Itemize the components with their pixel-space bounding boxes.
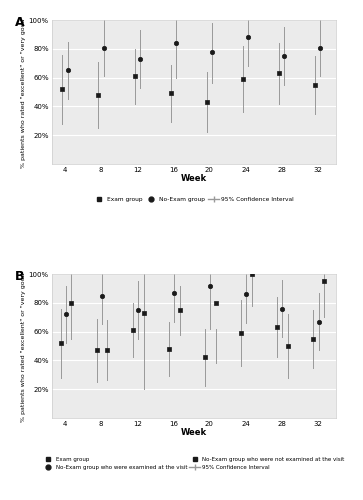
Point	[171, 289, 177, 297]
X-axis label: Week: Week	[180, 174, 207, 183]
Point	[317, 44, 323, 52]
Point	[105, 346, 110, 354]
Point	[245, 34, 251, 42]
Point	[207, 282, 213, 290]
Point	[65, 66, 71, 74]
Point	[132, 72, 138, 80]
Point	[177, 306, 183, 314]
Text: B: B	[15, 270, 24, 283]
Point	[130, 326, 136, 334]
X-axis label: Week: Week	[180, 428, 207, 437]
Point	[94, 346, 99, 354]
Point	[281, 52, 287, 60]
Point	[280, 304, 285, 312]
Point	[95, 91, 101, 99]
Point	[60, 85, 65, 93]
Y-axis label: % patients who rated "excellent" or "very good": % patients who rated "excellent" or "ver…	[21, 270, 26, 422]
Point	[204, 98, 209, 106]
Point	[312, 81, 318, 89]
Point	[168, 90, 174, 98]
Point	[238, 329, 244, 337]
Point	[173, 39, 179, 47]
Point	[99, 292, 105, 300]
Point	[321, 278, 327, 285]
Point	[209, 48, 215, 56]
Legend: Exam group, No-Exam group, 95% Confidence Interval: Exam group, No-Exam group, 95% Confidenc…	[91, 194, 296, 204]
Legend: Exam group, No-Exam group who were examined at the visit, No-Exam group who were: Exam group, No-Exam group who were exami…	[41, 455, 347, 472]
Point	[137, 55, 143, 63]
Point	[249, 270, 255, 278]
Point	[141, 309, 147, 317]
Point	[316, 318, 322, 326]
Point	[310, 335, 316, 343]
Point	[213, 299, 219, 307]
Point	[240, 75, 246, 83]
Point	[101, 44, 107, 52]
Point	[276, 70, 282, 78]
Point	[202, 354, 208, 362]
Y-axis label: % patients who rated "excellent" or "very good": % patients who rated "excellent" or "ver…	[21, 16, 26, 169]
Point	[244, 290, 249, 298]
Point	[63, 310, 69, 318]
Point	[274, 324, 280, 332]
Point	[166, 345, 172, 353]
Point	[285, 342, 291, 350]
Point	[58, 339, 64, 347]
Text: A: A	[15, 16, 24, 29]
Point	[69, 299, 74, 307]
Point	[135, 306, 141, 314]
